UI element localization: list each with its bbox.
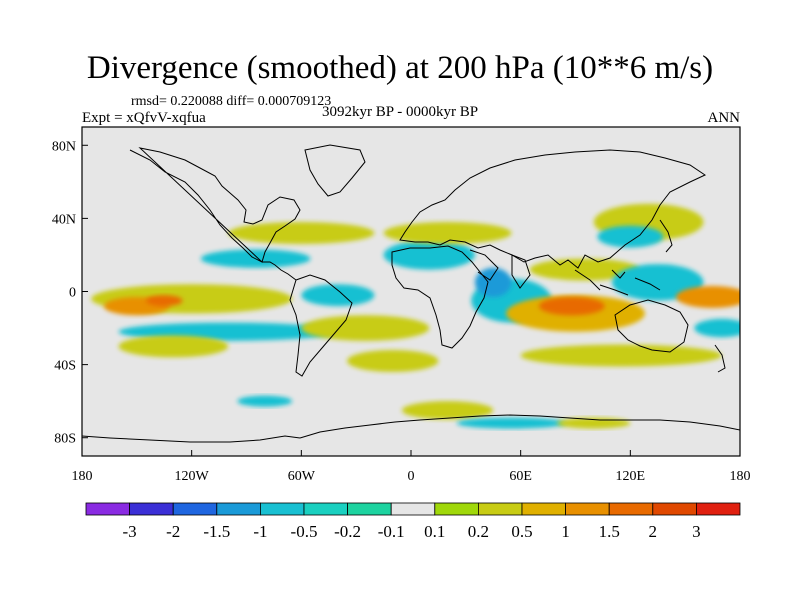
colorbar-swatch: [390, 502, 436, 516]
colorbar-swatch: [85, 502, 130, 516]
colorbar-label: 1.5: [599, 522, 620, 541]
colorbar-swatch: [608, 502, 654, 516]
colorbar-swatch: [259, 502, 305, 516]
y-tick-label: 40S: [54, 359, 76, 374]
colorbar-label: 3: [692, 522, 701, 541]
coastlines: [82, 144, 740, 443]
experiment-label: Expt = xQfvV-xqfua: [82, 110, 206, 126]
coastline-south-america: [289, 274, 353, 377]
anomaly-region-4: [301, 284, 375, 307]
y-tick-label: 80S: [54, 432, 76, 447]
colorbar-swatch: [521, 502, 566, 516]
anomaly-region-15: [520, 344, 722, 367]
colorbar-label: 0.2: [468, 522, 489, 541]
anomaly-region-14: [538, 296, 605, 316]
coastline-antarctica: [82, 414, 740, 443]
x-tick-label: 180: [72, 469, 93, 484]
x-tick-label: 120E: [616, 469, 646, 484]
chart-title: Divergence (smoothed) at 200 hPa (10**6 …: [86, 50, 714, 86]
colorbar-label: 1: [561, 522, 570, 541]
colorbar-label: 0.5: [511, 522, 532, 541]
anomaly-region-23: [456, 417, 567, 429]
anomaly-region-5: [118, 335, 229, 358]
colorbar-swatch: [303, 502, 348, 516]
colorbar-label: -2: [166, 522, 180, 541]
anomaly-region-10: [383, 222, 512, 244]
coastline-australia: [614, 299, 689, 353]
coastline-greenland: [304, 144, 366, 197]
y-tick-label: 80N: [52, 139, 76, 154]
colorbar-label: 0.1: [424, 522, 445, 541]
x-tick-label: 180: [730, 469, 751, 484]
coastline-south-asia: [469, 249, 531, 289]
colorbar-label: -3: [123, 522, 137, 541]
anomaly-region-19: [597, 225, 664, 248]
anomaly-region-6: [301, 315, 430, 341]
axes: 180 120W 60W 0 60E 120E 180 80N 40N 0 40S 80S: [52, 139, 751, 484]
anomaly-region-16: [529, 258, 640, 281]
colorbar: -3 -2 -1.5 -1 -0.5 -0.2 -0.1 0.1 0.2 0.5 1 1.5 2 3: [85, 502, 741, 541]
colorbar-label: -0.2: [334, 522, 361, 541]
anomaly-region-25: [237, 395, 293, 407]
coastline-eurasia: [399, 149, 707, 269]
colorbar-swatch: [696, 502, 741, 516]
x-tick-label: 60W: [288, 469, 316, 484]
colorbar-swatch: [434, 502, 479, 516]
x-tick-label: 0: [408, 469, 415, 484]
anomaly-region-21: [694, 318, 740, 338]
anomaly-region-26: [347, 349, 439, 372]
colorbar-label: -0.1: [378, 522, 405, 541]
x-tick-label: 120W: [175, 469, 210, 484]
period-label: 3092kyr BP - 0000kyr BP: [322, 104, 479, 120]
coastline-japan: [659, 219, 673, 253]
coastline-africa: [391, 245, 489, 349]
stats-text: rmsd= 0.220088 diff= 0.000709123: [131, 94, 332, 109]
y-tick-label: 40N: [52, 212, 76, 227]
colorbar-swatch: [565, 502, 610, 516]
anomaly-region-12: [474, 267, 512, 297]
colorbar-swatch: [172, 502, 218, 516]
colorbar-swatch: [347, 502, 392, 516]
x-tick-label: 60E: [509, 469, 532, 484]
colorbar-swatch: [129, 502, 174, 516]
anomaly-region-7: [228, 222, 375, 244]
anomaly-region-17: [612, 264, 704, 301]
colorbar-label: 2: [649, 522, 658, 541]
anomaly-region-20: [676, 286, 740, 308]
colorbar-swatch: [216, 502, 261, 516]
anomaly-region-9: [383, 240, 475, 270]
coastline-indonesia: [574, 269, 661, 296]
anomaly-layer: [91, 203, 740, 429]
anomaly-region-22: [401, 401, 494, 420]
colorbar-label: -1: [253, 522, 267, 541]
colorbar-swatch: [477, 502, 523, 516]
colorbar-label: -1.5: [203, 522, 230, 541]
colorbar-label: -0.5: [291, 522, 318, 541]
season-label: ANN: [707, 110, 741, 126]
y-tick-label: 0: [69, 286, 76, 301]
colorbar-swatch: [652, 502, 697, 516]
coastline-new-zealand: [714, 344, 726, 373]
anomaly-region-2: [145, 295, 183, 307]
coastline-north-america: [129, 147, 301, 281]
